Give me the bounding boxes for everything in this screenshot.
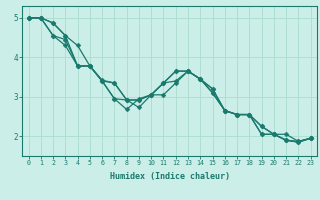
X-axis label: Humidex (Indice chaleur): Humidex (Indice chaleur) [110, 172, 230, 181]
